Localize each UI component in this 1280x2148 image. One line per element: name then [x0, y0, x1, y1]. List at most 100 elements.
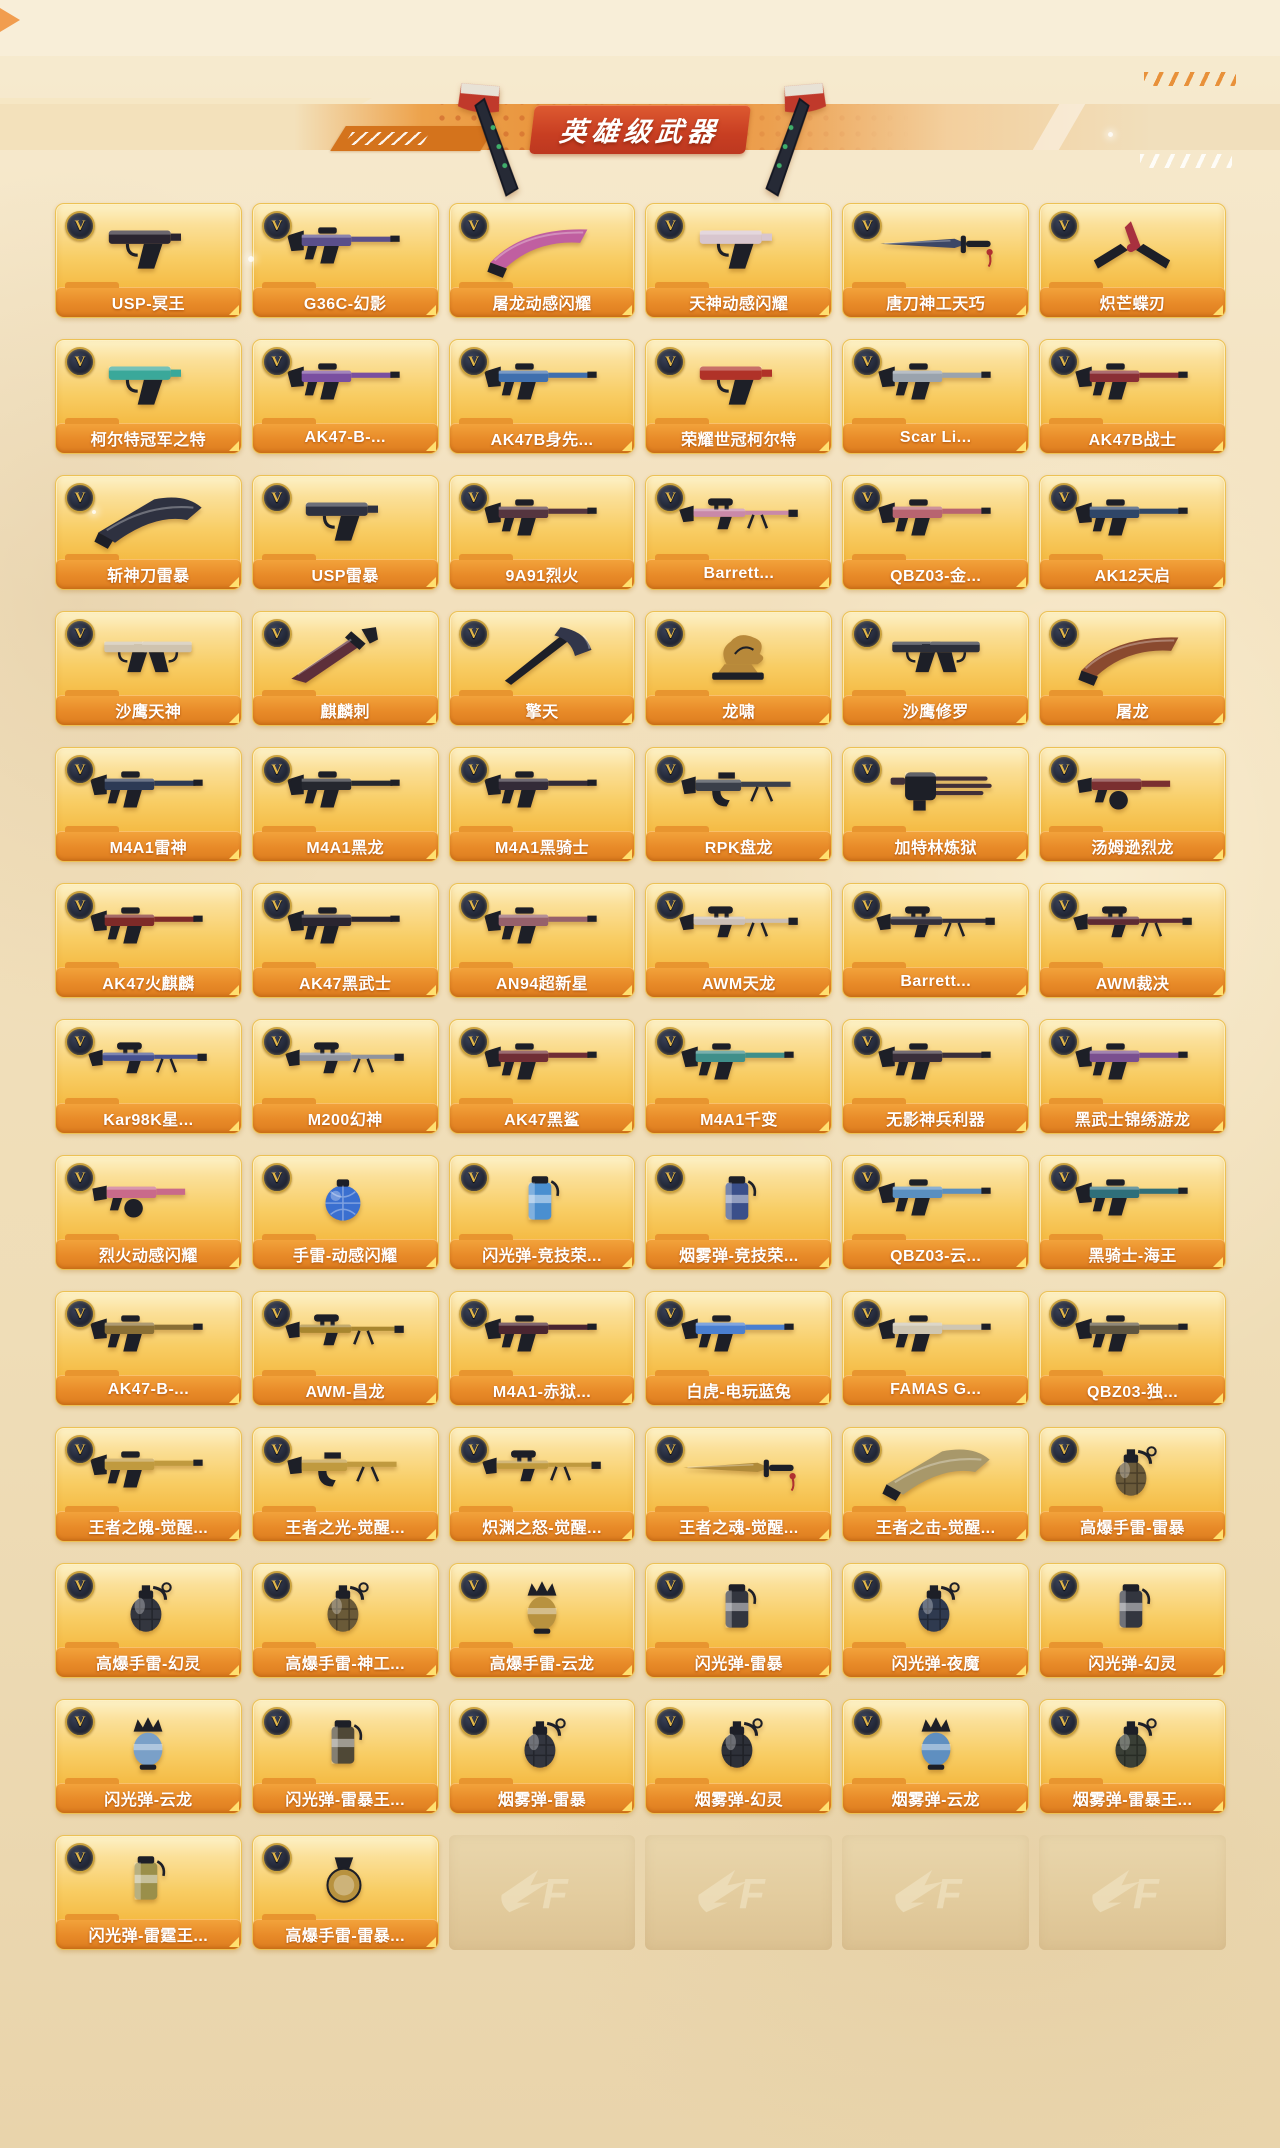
weapon-card[interactable]: V 黑武士锦绣游龙 — [1039, 1019, 1226, 1134]
weapon-card[interactable]: V M4A1黑龙 — [251, 747, 439, 862]
weapon-name-text: 烈火动感闪耀 — [98, 1248, 198, 1265]
weapon-name-text: 烟雾弹-雷暴王... — [1072, 1792, 1193, 1809]
weapon-card[interactable]: V QBZ03-金... — [842, 475, 1030, 590]
empty-slot: F — [448, 1835, 636, 1950]
weapon-card[interactable]: V M4A1-赤狱... — [448, 1291, 636, 1406]
weapon-image — [646, 1568, 831, 1648]
weapon-card[interactable]: V 斩神刀雷暴 — [55, 475, 242, 590]
weapon-card[interactable]: V Kar98K星... — [55, 1019, 242, 1134]
weapon-card[interactable]: V Scar Li... — [842, 339, 1030, 454]
weapon-card[interactable]: V RPK盘龙 — [645, 747, 833, 862]
weapon-card[interactable]: V 闪光弹-雷霆王... — [55, 1835, 242, 1950]
v-badge-icon: V — [1049, 211, 1080, 241]
weapon-name-label: AK47-B-... — [252, 418, 438, 453]
weapon-card[interactable]: V 闪光弹-云龙 — [55, 1699, 242, 1814]
weapon-card[interactable]: V AK12天启 — [1039, 475, 1226, 590]
weapon-card[interactable]: V 烟雾弹-雷暴王... — [1039, 1699, 1226, 1814]
v-badge-icon: V — [261, 347, 292, 377]
weapon-card[interactable]: V 闪光弹-竞技荣... — [448, 1155, 636, 1270]
weapon-card[interactable]: V 柯尔特冠军之特 — [55, 339, 242, 454]
weapon-card[interactable]: V 加特林炼狱 — [842, 747, 1030, 862]
weapon-card[interactable]: V AK47黑武士 — [251, 883, 439, 998]
weapon-card[interactable]: V 沙鹰修罗 — [842, 611, 1030, 726]
weapon-card[interactable]: V M4A1雷神 — [55, 747, 242, 862]
weapon-card[interactable]: V 无影神兵利器 — [842, 1019, 1030, 1134]
weapon-card[interactable]: V AWM天龙 — [645, 883, 833, 998]
weapon-card[interactable]: V 烈火动感闪耀 — [55, 1155, 242, 1270]
weapon-card[interactable]: V 荣耀世冠柯尔特 — [645, 339, 833, 454]
weapon-card[interactable]: V 王者之光-觉醒... — [251, 1427, 439, 1542]
weapon-card[interactable]: V 高爆手雷-神工... — [251, 1563, 439, 1678]
weapon-card[interactable]: V AK47B战士 — [1039, 339, 1226, 454]
weapon-card[interactable]: V 炽渊之怒-觉醒... — [448, 1427, 636, 1542]
weapon-card[interactable]: V AWM-昌龙 — [251, 1291, 439, 1406]
weapon-name-label: QBZ03-独... — [1040, 1370, 1225, 1405]
v-badge-icon: V — [1049, 347, 1080, 377]
weapon-card[interactable]: V QBZ03-云... — [842, 1155, 1030, 1270]
weapon-card[interactable]: V 高爆手雷-幻灵 — [55, 1563, 242, 1678]
weapon-card[interactable]: V QBZ03-独... — [1039, 1291, 1226, 1406]
weapon-card[interactable]: V Barrett... — [842, 883, 1030, 998]
weapon-name-label: 烟雾弹-幻灵 — [646, 1778, 832, 1813]
weapon-name-label: 手雷-动感闪耀 — [252, 1234, 438, 1269]
weapon-card[interactable]: V 高爆手雷-云龙 — [448, 1563, 636, 1678]
weapon-card[interactable]: V FAMAS G... — [842, 1291, 1030, 1406]
weapon-image — [1040, 480, 1225, 560]
weapon-card[interactable]: V 唐刀神工天巧 — [842, 203, 1030, 318]
v-badge-icon: V — [852, 483, 883, 513]
weapon-card[interactable]: V M4A1黑骑士 — [448, 747, 636, 862]
v-badge-icon: V — [261, 1571, 292, 1601]
weapon-name-text: 王者之魄-觉醒... — [88, 1520, 209, 1537]
weapon-card[interactable]: V 9A91烈火 — [448, 475, 636, 590]
weapon-image — [56, 1568, 241, 1648]
weapon-card[interactable]: V M4A1千变 — [645, 1019, 833, 1134]
v-badge-icon: V — [1049, 1299, 1080, 1329]
weapon-card[interactable]: V USP-冥王 — [55, 203, 242, 318]
weapon-name-text: 王者之击-觉醒... — [875, 1520, 996, 1537]
weapon-card[interactable]: V 屠龙动感闪耀 — [448, 203, 636, 318]
weapon-card[interactable]: V 烟雾弹-雷暴 — [448, 1699, 636, 1814]
weapon-card[interactable]: V AK47火麒麟 — [55, 883, 242, 998]
weapon-card[interactable]: V 王者之击-觉醒... — [842, 1427, 1030, 1542]
weapon-image — [843, 1160, 1028, 1240]
weapon-image — [450, 752, 635, 832]
weapon-card[interactable]: V AWM裁决 — [1039, 883, 1226, 998]
weapon-card[interactable]: V 烟雾弹-幻灵 — [645, 1699, 833, 1814]
weapon-card[interactable]: V 闪光弹-雷暴 — [645, 1563, 833, 1678]
weapon-card[interactable]: V M200幻神 — [251, 1019, 439, 1134]
weapon-card[interactable]: V 麒麟刺 — [251, 611, 439, 726]
weapon-card[interactable]: V 白虎-电玩蓝兔 — [645, 1291, 833, 1406]
weapon-card[interactable]: V 屠龙 — [1039, 611, 1226, 726]
v-badge-icon: V — [852, 347, 883, 377]
weapon-card[interactable]: V Barrett... — [645, 475, 833, 590]
weapon-card[interactable]: V AK47-B-... — [55, 1291, 242, 1406]
weapon-card[interactable]: V 闪光弹-幻灵 — [1039, 1563, 1226, 1678]
weapon-card[interactable]: V G36C-幻影 — [251, 203, 439, 318]
weapon-card[interactable]: V 闪光弹-雷暴王... — [251, 1699, 439, 1814]
weapon-card[interactable]: V AK47黑鲨 — [448, 1019, 636, 1134]
weapon-image — [56, 480, 241, 560]
weapon-card[interactable]: V 高爆手雷-雷暴 — [1039, 1427, 1226, 1542]
weapon-card[interactable]: V 炽芒蝶刃 — [1039, 203, 1226, 318]
weapon-card[interactable]: V 烟雾弹-竞技荣... — [645, 1155, 833, 1270]
weapon-card[interactable]: V USP雷暴 — [251, 475, 439, 590]
weapon-card[interactable]: V 王者之魄-觉醒... — [55, 1427, 242, 1542]
weapon-name-label: Barrett... — [646, 554, 832, 589]
weapon-card[interactable]: V 王者之魂-觉醒... — [645, 1427, 833, 1542]
weapon-name-text: AK47B身先... — [490, 432, 594, 449]
weapon-card[interactable]: V 手雷-动感闪耀 — [251, 1155, 439, 1270]
weapon-card[interactable]: V 龙啸 — [645, 611, 833, 726]
weapon-card[interactable]: V 烟雾弹-云龙 — [842, 1699, 1030, 1814]
weapon-card[interactable]: V 高爆手雷-雷暴... — [251, 1835, 439, 1950]
weapon-card[interactable]: V AK47-B-... — [251, 339, 439, 454]
weapon-card[interactable]: V 擎天 — [448, 611, 636, 726]
weapon-card[interactable]: V AK47B身先... — [448, 339, 636, 454]
weapon-card[interactable]: V 汤姆逊烈龙 — [1039, 747, 1226, 862]
weapon-card[interactable]: V 闪光弹-夜魔 — [842, 1563, 1030, 1678]
weapon-name-label: AWM-昌龙 — [252, 1370, 438, 1405]
weapon-card[interactable]: V AN94超新星 — [448, 883, 636, 998]
weapon-card[interactable]: V 沙鹰天神 — [55, 611, 242, 726]
weapon-card[interactable]: V 天神动感闪耀 — [645, 203, 833, 318]
weapon-card[interactable]: V 黑骑士-海王 — [1039, 1155, 1226, 1270]
weapon-name-text: 炽芒蝶刃 — [1099, 296, 1166, 313]
